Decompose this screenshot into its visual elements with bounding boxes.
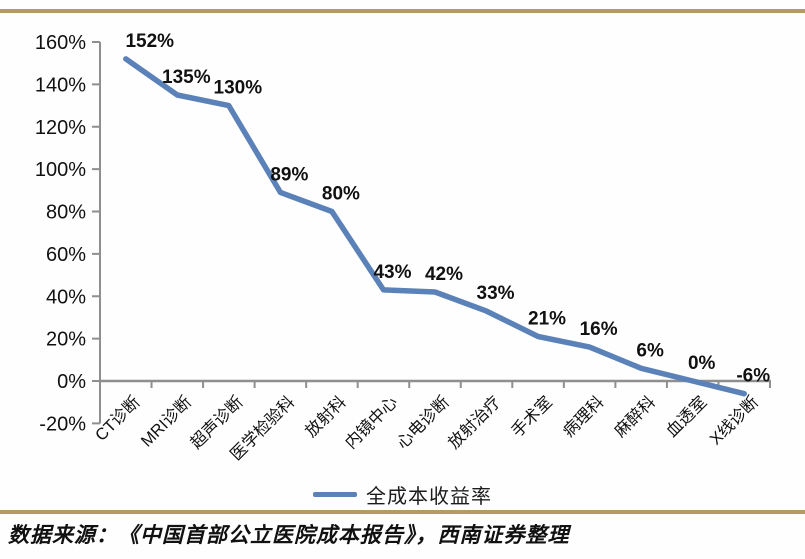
series-data-label: 89%	[270, 164, 308, 185]
x-axis-category-label: 心电诊断	[393, 392, 453, 452]
y-axis-tick-label: 120%	[35, 117, 86, 139]
y-axis-tick-label: 60%	[46, 244, 86, 266]
x-axis-category-label: 血透室	[662, 392, 710, 440]
data-source-note: 数据来源：《中国首部公立医院成本报告》，西南证券整理	[8, 523, 570, 547]
series-data-label: -6%	[736, 366, 770, 387]
chart-legend: 全成本收益率	[0, 480, 805, 509]
y-axis-tick-label: 0%	[57, 371, 86, 393]
legend-series-label: 全成本收益率	[366, 486, 492, 508]
y-axis-tick-label: 80%	[46, 202, 86, 224]
x-axis-category-label: 放射科	[301, 392, 349, 440]
y-axis-tick-label: 40%	[46, 286, 86, 308]
x-axis-category-label: 手术室	[507, 392, 555, 440]
series-data-label: 152%	[125, 31, 174, 52]
y-axis-tick-label: 20%	[46, 329, 86, 351]
x-axis-category-label: 病理科	[559, 392, 607, 440]
series-data-label: 130%	[214, 78, 263, 99]
full-cost-yield-line-chart: 160% 140% 120% 100% 80% 60% 40% 20% 0% -20% 152% 13…	[35, 31, 771, 464]
series-data-label: 80%	[322, 184, 360, 205]
series-data-label: 135%	[162, 67, 211, 88]
y-axis-tick-label: -20%	[39, 413, 86, 435]
x-axis-category-label: MRI诊断	[137, 392, 195, 450]
legend-line-swatch	[313, 492, 357, 497]
series-data-label: 21%	[528, 309, 566, 330]
y-axis-tick-label: 160%	[35, 32, 86, 54]
series-data-label: 42%	[425, 264, 463, 285]
x-axis-category-label: 放射治疗	[444, 392, 504, 452]
y-axis-tick-label: 140%	[35, 74, 86, 96]
top-border-line	[0, 9, 805, 13]
series-data-label: 43%	[373, 262, 411, 283]
series-data-label: 6%	[636, 340, 664, 361]
y-axis-tick-label: 100%	[35, 159, 86, 181]
series-data-label: 0%	[688, 353, 716, 374]
x-axis-category-label: X线诊断	[706, 392, 762, 448]
bottom-border-line	[0, 510, 805, 514]
series-line	[123, 56, 747, 397]
series-data-label: 16%	[580, 319, 618, 340]
x-axis-category-label: 麻醉科	[611, 392, 659, 440]
x-axis-category-label: 内镜中心	[341, 392, 401, 452]
series-data-label: 33%	[477, 283, 515, 304]
